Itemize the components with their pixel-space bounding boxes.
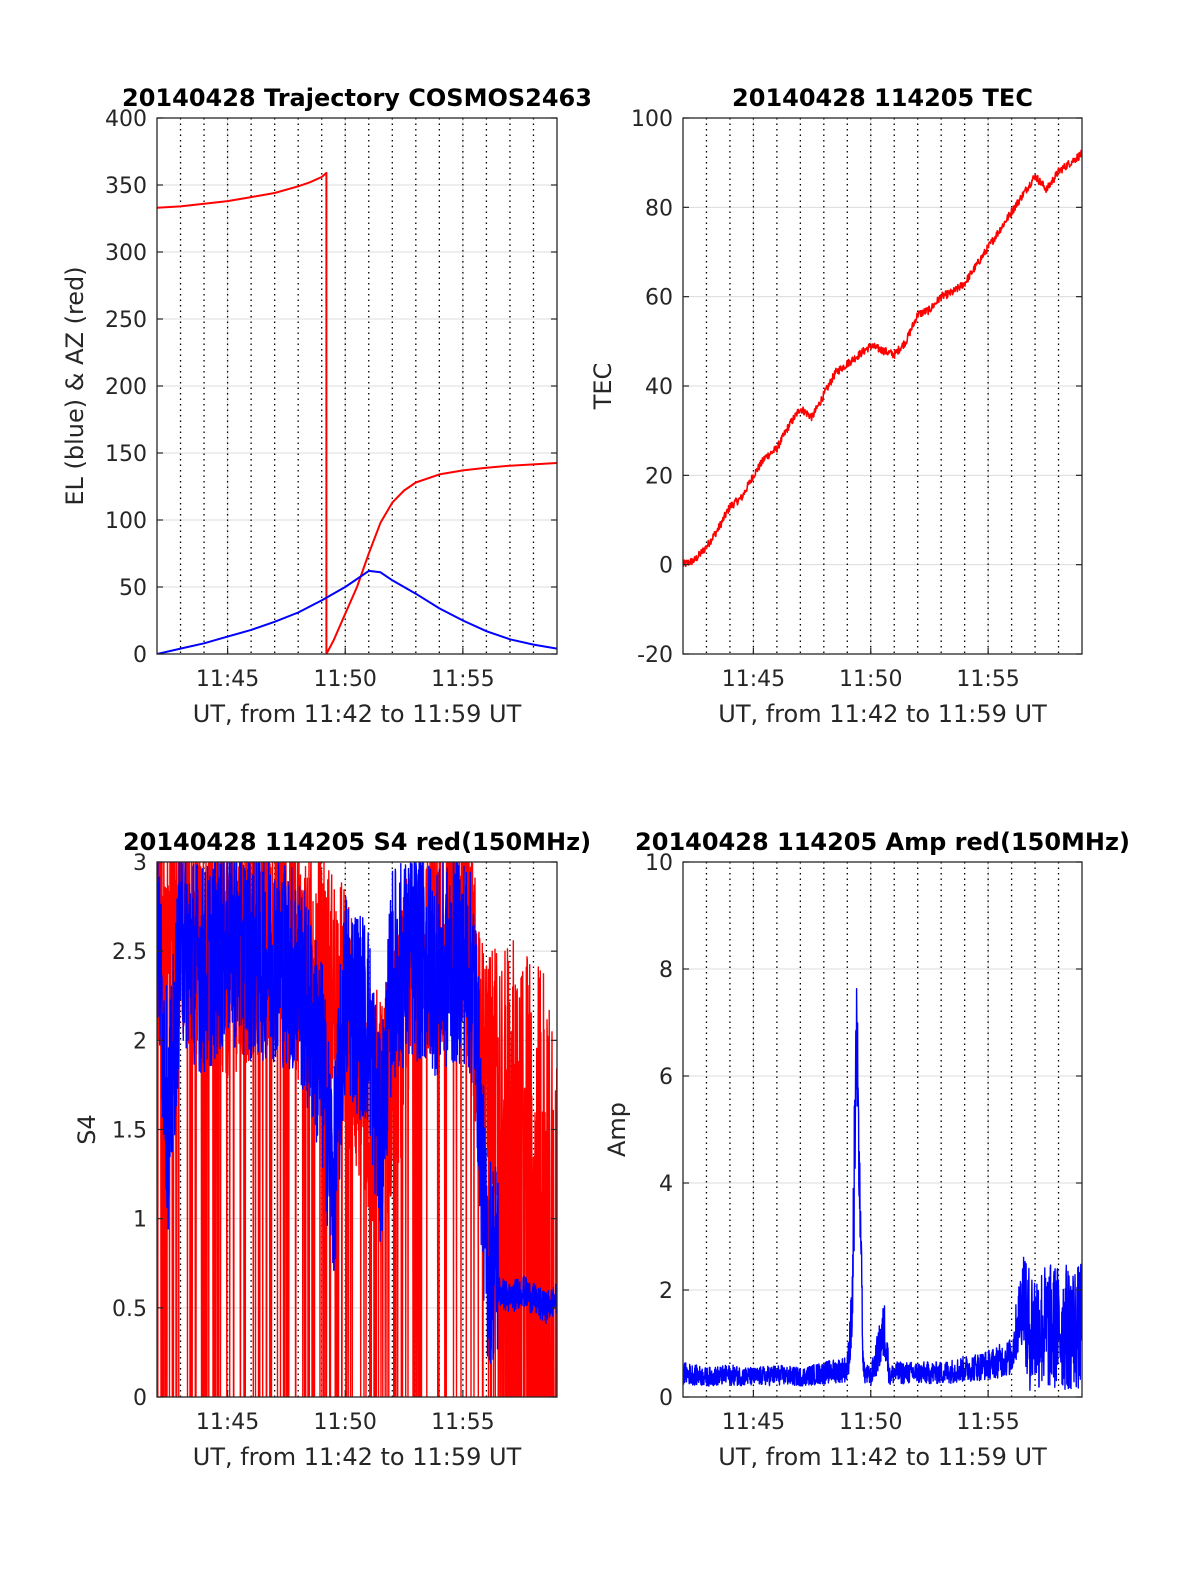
y-tick-label: 60 — [645, 286, 673, 311]
y-tick-label: 0.5 — [112, 1297, 147, 1322]
y-tick-label: 150 — [105, 442, 147, 467]
chart-title: 20140428 114205 TEC — [732, 84, 1033, 112]
x-tick-label: 11:50 — [314, 667, 377, 692]
x-axis-label: UT, from 11:42 to 11:59 UT — [718, 700, 1047, 728]
y-tick-label: 80 — [645, 196, 673, 221]
y-tick-label: 1.5 — [112, 1119, 147, 1144]
chart-amp: 0 2 4 6 8 10 11:45 11:50 11:55 20140428 114205 Am… — [603, 828, 1130, 1471]
y-tick-label: 0 — [659, 554, 673, 579]
series-group — [157, 171, 557, 654]
x-tick-label: 11:45 — [196, 1410, 259, 1435]
x-tick-label: 11:50 — [314, 1410, 377, 1435]
y-tick-label: 8 — [659, 958, 673, 983]
y-axis-label: EL (blue) & AZ (red) — [61, 266, 89, 505]
series-red-line — [683, 149, 1082, 568]
series-group — [683, 149, 1082, 568]
series-group — [683, 988, 1082, 1392]
x-tick-label: 11:55 — [956, 667, 1019, 692]
x-tick-label: 11:45 — [722, 667, 785, 692]
y-tick-label: 0 — [659, 1386, 673, 1411]
y-axis-label: S4 — [73, 1114, 101, 1145]
y-tick-label: 2 — [133, 1029, 147, 1054]
y-tick-label: 10 — [645, 851, 673, 876]
y-tick-label: -20 — [637, 643, 673, 668]
axes-box — [682, 861, 1083, 1398]
series-red-line — [157, 171, 557, 654]
y-tick-label: 400 — [105, 107, 147, 132]
chart-title: 20140428 114205 Amp red(150MHz) — [635, 828, 1130, 856]
y-axis-label: Amp — [603, 1102, 631, 1157]
series-group — [157, 862, 557, 1397]
chart-trajectory: 0 50 100 150 200 250 300 350 400 11:45 11:50 11:55 2… — [61, 84, 592, 728]
y-tick-label: 250 — [105, 308, 147, 333]
y-tick-label: 3 — [133, 851, 147, 876]
y-tick-label: 300 — [105, 241, 147, 266]
chart-title: 20140428 114205 S4 red(150MHz) — [123, 828, 591, 856]
x-tick-label: 11:55 — [431, 1410, 494, 1435]
y-tick-label: 0 — [133, 1386, 147, 1411]
x-axis-label: UT, from 11:42 to 11:59 UT — [193, 700, 522, 728]
series-blue-line — [683, 988, 1082, 1392]
y-tick-label: 20 — [645, 464, 673, 489]
x-tick-label: 11:50 — [839, 667, 902, 692]
y-tick-label: 100 — [105, 509, 147, 534]
y-tick-label: 40 — [645, 375, 673, 400]
y-tick-label: 350 — [105, 174, 147, 199]
y-tick-label: 2 — [659, 1279, 673, 1304]
chart-s4: 0 0.5 1 1.5 2 2.5 3 11:45 11:50 11:55 20140428 114… — [73, 828, 591, 1471]
x-axis-label: UT, from 11:42 to 11:59 UT — [193, 1443, 522, 1471]
series-blue-line — [157, 569, 557, 654]
y-tick-label: 4 — [659, 1172, 673, 1197]
chart-title: 20140428 Trajectory COSMOS2463 — [122, 84, 592, 112]
y-tick-label: 1 — [133, 1208, 147, 1233]
x-tick-label: 11:45 — [722, 1410, 785, 1435]
y-axis-label: TEC — [589, 363, 617, 411]
series-blue-line — [157, 862, 557, 1364]
y-tick-label: 50 — [119, 576, 147, 601]
x-tick-label: 11:55 — [956, 1410, 1019, 1435]
x-tick-label: 11:45 — [196, 667, 259, 692]
y-tick-label: 6 — [659, 1065, 673, 1090]
y-tick-label: 0 — [133, 643, 147, 668]
x-tick-label: 11:50 — [839, 1410, 902, 1435]
x-axis-label: UT, from 11:42 to 11:59 UT — [718, 1443, 1047, 1471]
y-tick-label: 100 — [631, 107, 673, 132]
y-tick-label: 200 — [105, 375, 147, 400]
y-tick-label: 2.5 — [112, 940, 147, 965]
chart-tec: -20 0 20 40 60 80 100 11:45 11:50 11:55 20140428 1… — [589, 84, 1083, 728]
x-tick-label: 11:55 — [431, 667, 494, 692]
